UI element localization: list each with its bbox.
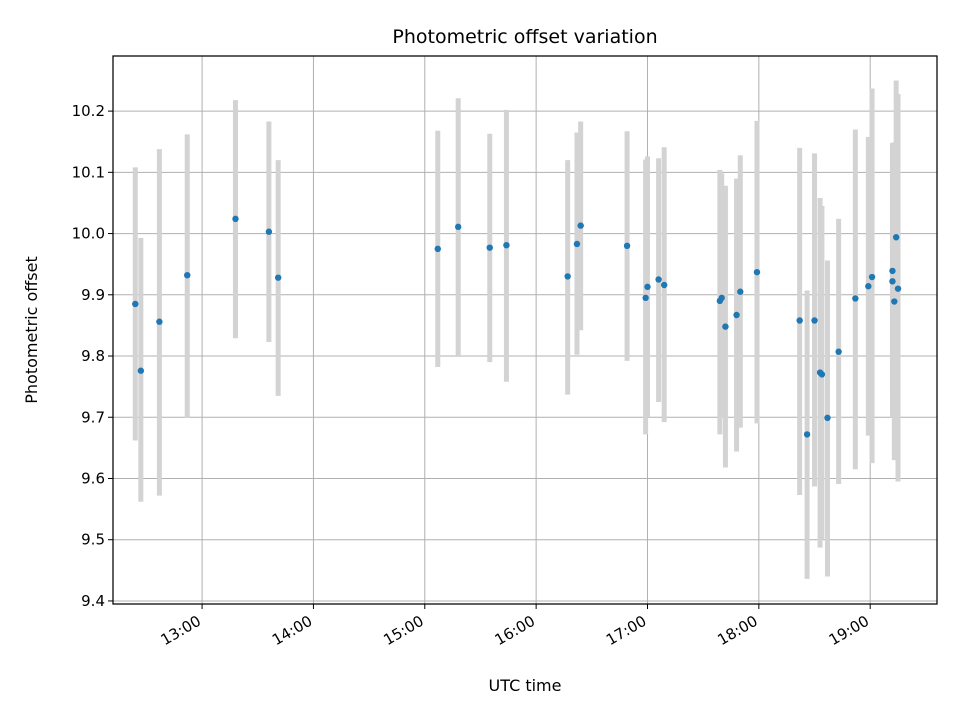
y-axis-title: Photometric offset xyxy=(22,256,41,404)
data-point xyxy=(644,283,651,291)
data-point xyxy=(722,323,729,330)
plot-frame xyxy=(112,55,938,605)
data-points xyxy=(132,215,902,438)
data-point xyxy=(655,276,662,283)
data-point xyxy=(132,300,139,308)
x-axis-title: UTC time xyxy=(489,676,562,695)
data-point xyxy=(623,242,631,250)
data-point xyxy=(184,272,191,279)
data-point xyxy=(503,241,510,249)
y-tick-label: 9.6 xyxy=(81,469,105,487)
data-point xyxy=(156,318,163,325)
y-tick-label: 9.5 xyxy=(81,531,105,549)
data-point xyxy=(274,274,282,281)
data-point xyxy=(865,283,872,290)
data-point xyxy=(573,240,581,248)
data-point xyxy=(454,223,462,231)
data-point xyxy=(891,298,898,305)
data-point xyxy=(796,317,803,324)
data-point xyxy=(824,414,831,422)
data-point xyxy=(486,244,493,251)
data-point xyxy=(232,215,239,223)
data-point xyxy=(889,278,896,285)
data-point xyxy=(892,234,900,241)
data-point xyxy=(818,371,826,378)
data-point xyxy=(889,267,896,275)
data-point xyxy=(577,222,584,229)
data-point xyxy=(265,228,273,235)
data-point xyxy=(894,285,902,292)
y-tick-label: 9.9 xyxy=(81,286,105,304)
y-tick-label: 9.7 xyxy=(81,408,105,426)
data-point xyxy=(753,268,761,276)
y-tick-label: 10.1 xyxy=(72,163,105,181)
data-point xyxy=(733,311,740,319)
data-point xyxy=(137,367,145,374)
data-point xyxy=(835,348,842,355)
data-point xyxy=(564,273,571,280)
y-tick-label: 9.4 xyxy=(81,592,105,610)
y-tick-label: 9.8 xyxy=(81,347,105,365)
chart-title: Photometric offset variation xyxy=(392,26,657,48)
data-point xyxy=(868,273,876,281)
data-point xyxy=(737,288,744,295)
data-point xyxy=(642,294,649,302)
data-point xyxy=(660,281,668,289)
data-point xyxy=(852,295,859,302)
data-point xyxy=(811,317,818,324)
y-tick-label: 10.0 xyxy=(72,225,105,243)
y-tick-label: 10.2 xyxy=(72,102,105,120)
data-point xyxy=(803,431,811,438)
data-point xyxy=(718,294,725,302)
y-axis: 9.4 9.5 9.6 9.7 9.8 9.9 10.0 10.1 10.2 xyxy=(72,102,113,610)
data-point xyxy=(434,245,441,253)
